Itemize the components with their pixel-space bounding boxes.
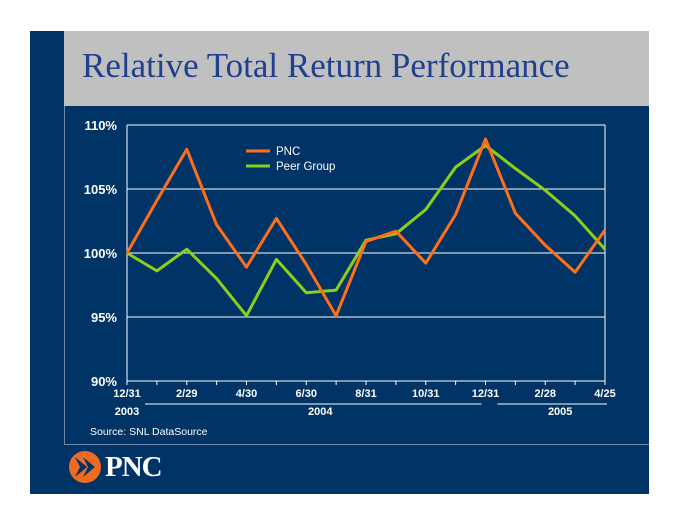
y-tick-label: 95%: [91, 310, 117, 325]
slide-background: [30, 31, 649, 494]
page-title: Relative Total Return Performance: [82, 46, 570, 85]
x-tick-label: 10/31: [412, 388, 440, 400]
x-tick-label: 12/31: [113, 388, 141, 400]
x-tick-label: 6/30: [296, 388, 317, 400]
x-tick-label: 4/25: [594, 388, 615, 400]
y-tick-label: 100%: [84, 246, 118, 261]
bottom-divider: [64, 444, 649, 445]
x-year-label: 2003: [115, 406, 139, 418]
pnc-logo: PNC: [68, 450, 163, 484]
x-tick-label: 4/30: [236, 388, 257, 400]
x-tick-label: 2/28: [535, 388, 556, 400]
title-accent-block: [30, 31, 64, 106]
source-note: Source: SNL DataSource: [90, 426, 208, 438]
pnc-chevron-icon: [69, 451, 101, 483]
left-divider: [64, 106, 65, 445]
series-line-pnc: [125, 137, 607, 318]
title-bar: [30, 31, 649, 106]
x-tick-label: 2/29: [176, 388, 197, 400]
legend-label: Peer Group: [276, 161, 335, 173]
x-tick-label: 12/31: [472, 388, 500, 400]
logo-wordmark: PNC: [105, 450, 163, 483]
x-year-label: 2004: [308, 406, 333, 418]
y-tick-label: 110%: [84, 118, 117, 133]
legend-label: PNC: [276, 146, 300, 158]
x-tick-label: 8/31: [355, 388, 376, 400]
y-tick-label: 90%: [91, 374, 117, 389]
y-tick-label: 105%: [84, 182, 118, 197]
x-year-label: 2005: [548, 406, 572, 418]
